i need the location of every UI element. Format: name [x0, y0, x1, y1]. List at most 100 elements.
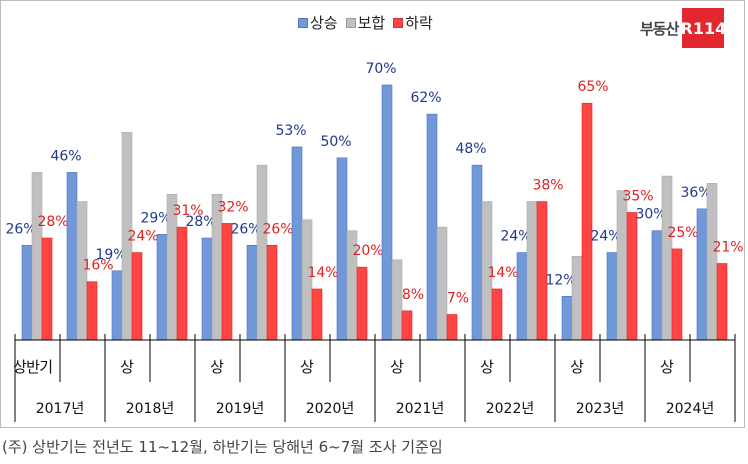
half-year-label: 상	[300, 358, 314, 376]
bar-flat	[526, 201, 538, 341]
data-label: 53%	[275, 123, 306, 139]
data-label: 62%	[410, 90, 441, 106]
bar-up	[111, 270, 123, 341]
year-label: 2023년	[576, 401, 625, 417]
bar-down	[41, 237, 53, 341]
data-label: 26%	[230, 221, 261, 237]
bar-down	[266, 244, 278, 341]
half-year-label: 상	[210, 358, 224, 376]
data-label: 30%	[635, 207, 666, 223]
data-label: 65%	[577, 79, 608, 95]
bar-flat	[706, 183, 718, 341]
bar-up	[426, 113, 438, 341]
bar-down	[86, 281, 98, 341]
data-label: 28%	[37, 214, 68, 230]
legend-label: 상승	[310, 14, 338, 32]
bar-flat	[211, 193, 223, 341]
bar-up	[561, 295, 573, 341]
bar-flat	[571, 255, 583, 341]
bar-up	[291, 146, 303, 341]
bar-up	[246, 244, 258, 341]
bar-down	[626, 212, 638, 341]
year-label: 2018년	[126, 401, 175, 417]
year-label: 2017년	[36, 401, 85, 417]
legend-swatch	[345, 18, 356, 28]
legend-label: 보합	[357, 14, 386, 32]
legend-item-down: 하락	[393, 12, 433, 33]
data-label: 14%	[487, 265, 518, 281]
data-label: 26%	[262, 221, 293, 237]
legend: 상승 보합 하락	[298, 12, 433, 33]
legend-item-up: 상승	[298, 12, 338, 33]
bar-down	[671, 248, 683, 341]
data-label: 31%	[172, 203, 203, 219]
year-label: 2024년	[666, 401, 715, 417]
data-label: 21%	[712, 240, 743, 256]
data-label: 20%	[352, 243, 383, 259]
bar-up	[651, 230, 663, 341]
bar-flat	[391, 259, 403, 341]
data-label: 32%	[217, 199, 248, 215]
bar-down	[221, 223, 233, 341]
logo: 부동산 R114	[640, 8, 726, 48]
data-label: 36%	[680, 185, 711, 201]
logo-text: 부동산	[640, 19, 679, 38]
bar-up	[156, 234, 168, 341]
data-label: 48%	[455, 141, 486, 157]
data-label: 24%	[127, 229, 158, 245]
legend-item-flat: 보합	[345, 12, 386, 33]
legend-label: 하락	[405, 14, 433, 32]
data-label: 38%	[532, 178, 563, 194]
bar-up	[336, 157, 348, 341]
chart-frame	[0, 0, 745, 428]
legend-swatch	[393, 18, 404, 28]
data-label: 70%	[365, 61, 396, 77]
data-label: 28%	[185, 214, 216, 230]
logo-box: R114	[681, 8, 726, 48]
year-label: 2019년	[216, 401, 265, 417]
data-label: 29%	[140, 210, 171, 226]
half-year-label: 상	[570, 358, 584, 376]
bar-flat	[661, 175, 673, 341]
year-label: 2022년	[486, 401, 535, 417]
footnote: (주) 상반기는 전년도 11~12월, 하반기는 당해년 6~7월 조사 기준…	[2, 438, 443, 456]
data-label: 12%	[545, 272, 576, 288]
data-label: 24%	[590, 229, 621, 245]
bar-down	[176, 226, 188, 341]
bar-flat	[616, 190, 628, 341]
half-year-label: 상	[120, 358, 134, 376]
bar-flat	[436, 226, 448, 341]
bar-down	[716, 263, 728, 341]
year-label: 2021년	[396, 401, 445, 417]
bar-down	[581, 102, 593, 341]
bar-up	[471, 164, 483, 341]
bar-up	[606, 252, 618, 341]
bar-chart: 26% 28%46%16%19%24%29% 31%28%32%26% 26%53%1…	[5, 61, 744, 422]
data-label: 8%	[402, 287, 424, 303]
bar-up	[21, 244, 33, 341]
bar-down	[401, 310, 413, 341]
data-label: 16%	[82, 258, 113, 274]
bar-down	[491, 288, 503, 341]
legend-swatch	[298, 18, 308, 28]
data-label: 19%	[95, 247, 126, 263]
half-year-label: 상	[660, 358, 674, 376]
half-year-label: 상	[480, 358, 494, 376]
bar-down	[446, 314, 458, 341]
data-label: 24%	[500, 229, 531, 245]
year-label: 2020년	[306, 401, 355, 417]
data-label: 35%	[622, 189, 653, 205]
data-label: 50%	[320, 134, 351, 150]
bar-down	[536, 201, 548, 341]
data-label: 14%	[307, 265, 338, 281]
data-label: 7%	[447, 291, 469, 307]
bar-up	[516, 252, 528, 341]
data-label: 46%	[50, 148, 81, 164]
half-year-label: 상	[390, 358, 404, 376]
bar-flat	[256, 164, 268, 341]
bar-up	[381, 84, 393, 341]
bar-down	[131, 252, 143, 341]
half-year-label: 상반기	[13, 358, 53, 376]
bar-down	[311, 288, 323, 341]
